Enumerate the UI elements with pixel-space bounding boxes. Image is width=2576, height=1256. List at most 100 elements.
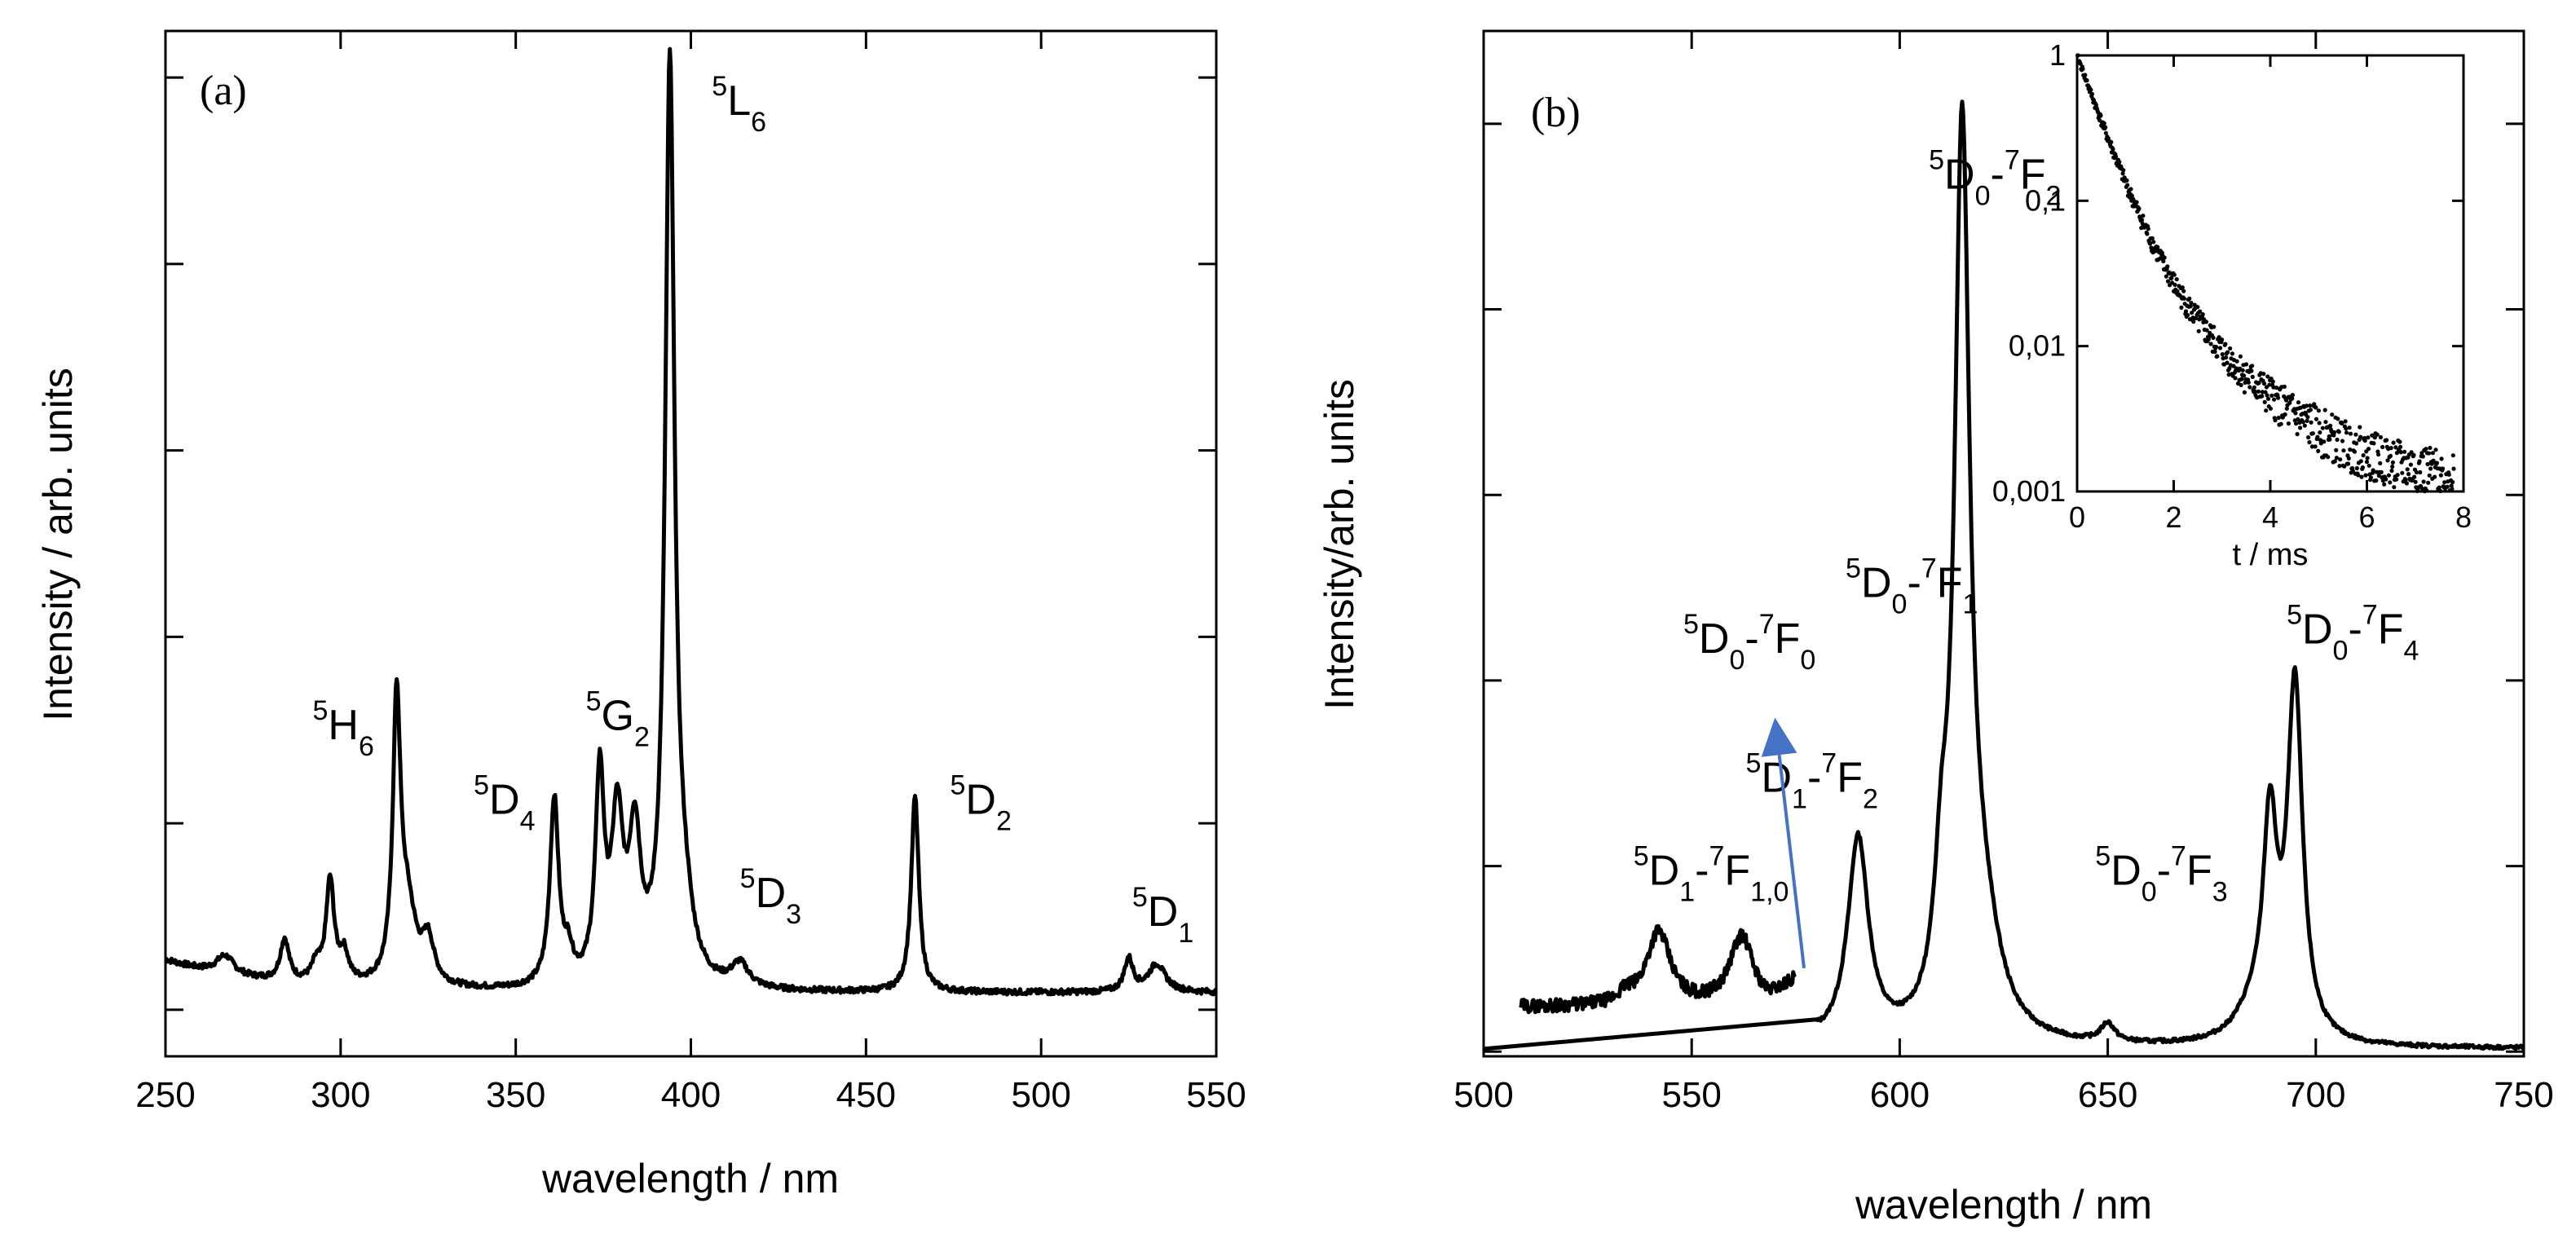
inset-decay-point: [2121, 168, 2126, 173]
inset-decay-point: [2378, 461, 2383, 466]
inset-decay-point: [2417, 459, 2422, 464]
inset-decay-point: [2195, 305, 2200, 310]
inset-decay-point: [2317, 421, 2322, 425]
inset-decay-point: [2204, 328, 2209, 333]
inset-decay-point: [2310, 431, 2315, 436]
inset-decay-point: [2124, 178, 2129, 183]
panel-a-y-axis-label: Intensity / arb. units: [35, 368, 81, 721]
inset-decay-point: [2165, 279, 2171, 284]
inset-decay-point: [2304, 403, 2309, 408]
panel-a: 250 300 350 400 450 500 550 5H6 5D4 5G2 5L6 5D3 5D2…: [35, 29, 1246, 1201]
inset-decay-point: [2450, 479, 2455, 485]
inset-decay-point: [2334, 456, 2339, 461]
inset-decay-point: [2230, 351, 2234, 356]
inset-decay-point: [2137, 206, 2142, 211]
inset-decay-point: [2181, 289, 2186, 293]
inset-x-axis-label: t / ms: [2233, 538, 2309, 572]
inset-decay-point: [2316, 448, 2321, 454]
inset-decay-point: [2274, 386, 2279, 390]
inset-decay-point: [2306, 435, 2311, 440]
inset-decay-point: [2323, 420, 2328, 425]
inset-decay-point: [2234, 359, 2239, 364]
inset-decay-point: [2374, 478, 2379, 483]
panel-a-x-tick-label: 400: [661, 1075, 721, 1115]
inset-decay-point: [2358, 434, 2363, 439]
inset-decay-point: [2340, 438, 2345, 443]
inset-decay-point: [2078, 61, 2083, 66]
panel-a-label: (a): [200, 68, 247, 114]
inset-decay-point: [2261, 381, 2267, 386]
inset-decay-point: [2208, 342, 2213, 346]
panel-b-x-tick-label: 550: [1661, 1075, 1721, 1115]
inset-decay-point: [2083, 73, 2088, 77]
panel-b-transition-label: 5D1-7F1,0: [1634, 840, 1789, 907]
inset-decay-point: [2243, 362, 2249, 367]
inset-decay-point: [2338, 457, 2343, 462]
inset-decay-point: [2394, 477, 2399, 482]
inset-decay-point: [2372, 435, 2377, 440]
inset-decay-point: [2287, 400, 2292, 405]
panel-a-x-tick-label: 350: [486, 1075, 545, 1115]
inset-decay-point: [2141, 214, 2146, 218]
inset-x-tick-label: 6: [2358, 500, 2375, 534]
inset-decay-point: [2117, 160, 2122, 165]
inset-decay-point: [2265, 396, 2271, 401]
panel-b: 500 550 600 650 700 750 5D0-7F2 5D0-7F1 5D0-7F0…: [1317, 29, 2554, 1227]
inset-decay-point: [2342, 464, 2347, 469]
inset-decay-point: [2442, 480, 2447, 485]
inset-decay-point: [2089, 87, 2093, 92]
inset-decay-point: [2397, 439, 2402, 444]
panel-b-arrow-head: [1761, 717, 1797, 757]
inset-decay-point: [2371, 468, 2375, 473]
panel-b-x-axis-label: wavelength / nm: [1855, 1182, 2152, 1227]
inset-decay-point: [2215, 354, 2220, 359]
inset-decay-point: [2149, 245, 2154, 250]
inset-decay-point: [2276, 415, 2281, 421]
inset-decay-point: [2352, 449, 2358, 454]
panel-b-label: (b): [1531, 90, 1581, 136]
inset-decay-point: [2347, 425, 2352, 430]
inset-decay-point: [2282, 384, 2287, 389]
inset-decay-point: [2224, 355, 2229, 360]
inset-decay-point: [2439, 456, 2444, 461]
inset-decay-point: [2308, 408, 2313, 412]
inset-decay-point: [2358, 425, 2362, 430]
panel-a-peak-label: 5D2: [950, 770, 1011, 837]
inset-decay-point: [2212, 350, 2217, 355]
inset-decay-point: [2334, 447, 2339, 452]
inset-decay-point: [2084, 78, 2089, 83]
inset-decay-point: [2220, 352, 2225, 357]
inset-decay-point: [2322, 408, 2327, 412]
panel-b-transition-label: 5D1-7F2: [1746, 748, 1878, 815]
inset-decay-point: [2103, 130, 2108, 135]
inset-decay-point: [2418, 469, 2423, 475]
panel-b-transition-label: 5D0-7F4: [2287, 599, 2419, 666]
inset-decay-point: [2264, 385, 2269, 390]
panel-a-peak-label: 5L6: [712, 71, 766, 138]
inset-decay-point: [2330, 412, 2335, 417]
panel-a-excitation-spectrum-line: [164, 46, 1218, 997]
panel-b-transition-label: 5D0-7F1: [1846, 553, 1978, 619]
inset-decay-point: [2412, 474, 2417, 479]
inset-decay-point: [2307, 440, 2312, 445]
inset-decay-point: [2378, 434, 2383, 440]
inset-decay-point: [2188, 304, 2193, 309]
inset-decay-point: [2363, 473, 2368, 478]
inset-decay-point: [2198, 309, 2203, 314]
inset-x-tick-label: 2: [2165, 500, 2181, 534]
inset-decay-point: [2327, 437, 2332, 442]
inset-decay-point: [2354, 441, 2359, 446]
inset-decay-point: [2225, 360, 2230, 365]
inset-decay-point: [2247, 385, 2252, 390]
inset-decay-point: [2260, 394, 2265, 399]
inset-decay-point: [2203, 320, 2208, 324]
inset-decay-point: [2409, 450, 2414, 455]
inset-decay-point: [2368, 475, 2373, 480]
inset-decay-point: [2428, 445, 2433, 451]
inset-decay-point: [2379, 469, 2384, 475]
inset-decay-point: [2194, 315, 2199, 320]
inset-decay-point: [2449, 483, 2454, 488]
inset-decay-point: [2242, 373, 2247, 378]
inset-decay-point: [2264, 408, 2269, 413]
inset-decay-point: [2340, 421, 2344, 426]
